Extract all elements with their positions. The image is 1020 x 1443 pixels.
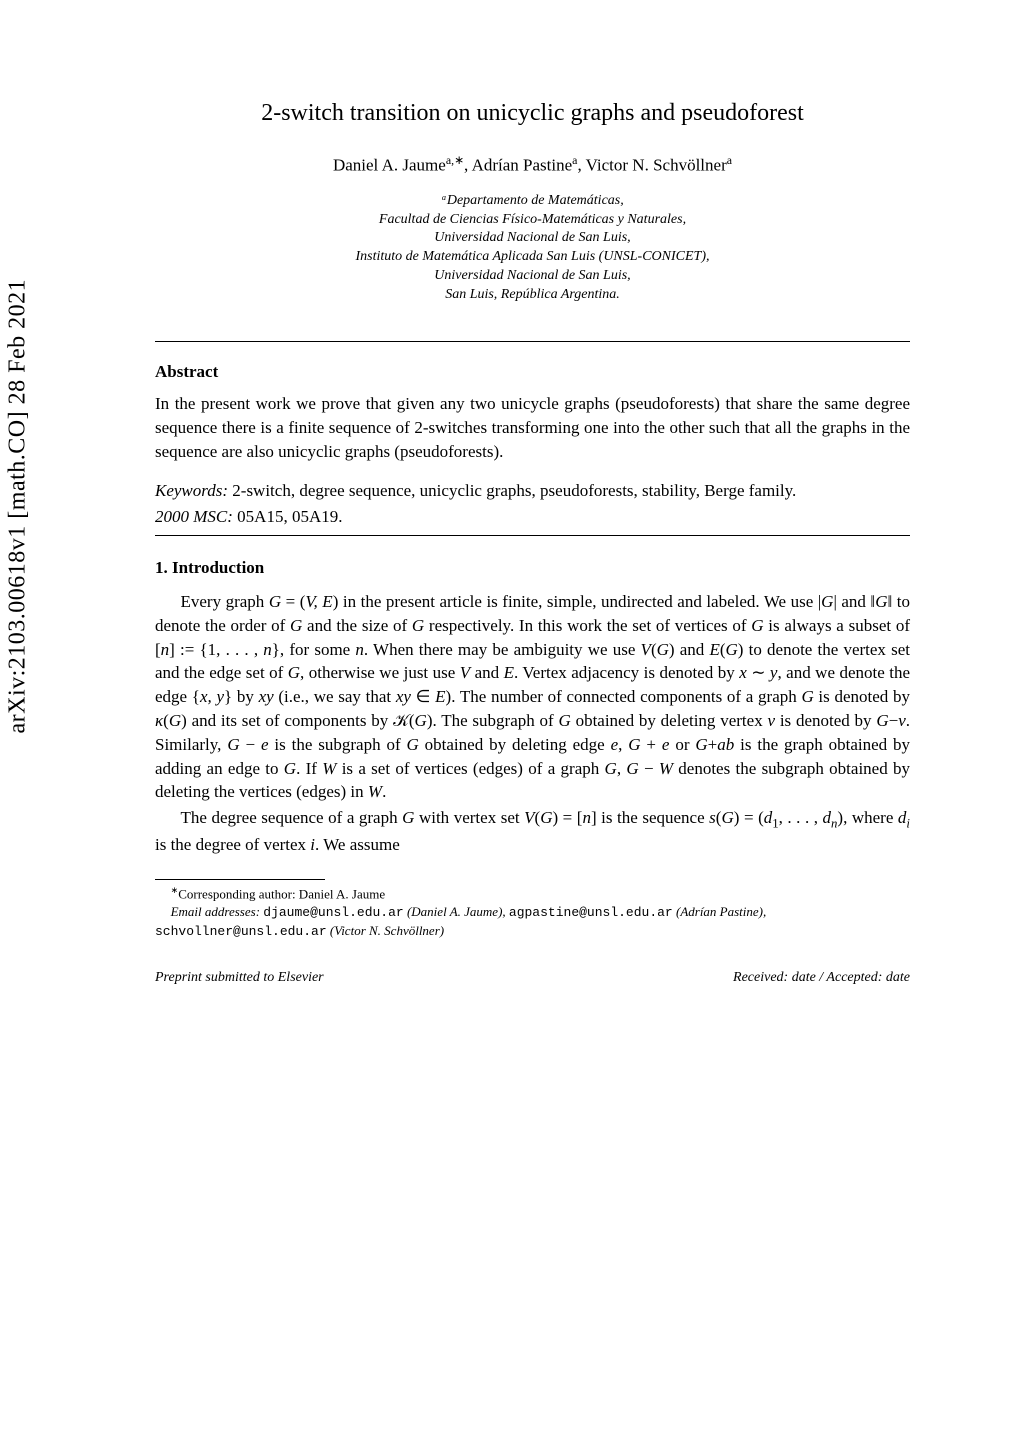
footnote-rule <box>155 879 325 880</box>
affiliation-line: Universidad Nacional de San Luis, <box>155 267 910 286</box>
msc-text: 05A15, 05A19. <box>237 507 342 526</box>
author-line: Daniel A. Jaumea,∗, Adrían Pastinea, Vic… <box>155 153 910 176</box>
keywords-label: Keywords: <box>155 481 228 500</box>
body-paragraph: The degree sequence of a graph G with ve… <box>155 806 910 857</box>
paper-title: 2-switch transition on unicyclic graphs … <box>155 100 910 127</box>
msc-label: 2000 MSC: <box>155 507 233 526</box>
affiliation-line: Facultad de Ciencias Físico-Matemáticas … <box>155 211 910 230</box>
footer: Preprint submitted to Elsevier Received:… <box>155 970 910 986</box>
abstract-top-rule <box>155 341 910 342</box>
abstract-heading: Abstract <box>155 362 910 382</box>
affiliation-line: Instituto de Matemática Aplicada San Lui… <box>155 248 910 267</box>
footnote-emails: Email addresses: djaume@unsl.edu.ar (Dan… <box>155 903 910 940</box>
keywords-text: 2-switch, degree sequence, unicyclic gra… <box>232 481 796 500</box>
affiliation-line: ᵃDepartamento de Matemáticas, <box>155 192 910 211</box>
body-paragraph: Every graph G = (V, E) in the present ar… <box>155 590 910 804</box>
abstract-bottom-rule <box>155 535 910 536</box>
keywords-line: Keywords: 2-switch, degree sequence, uni… <box>155 479 910 503</box>
affiliation-line: Universidad Nacional de San Luis, <box>155 229 910 248</box>
footer-right: Received: date / Accepted: date <box>733 970 910 986</box>
footnote-corresponding: ∗Corresponding author: Daniel A. Jaume <box>155 884 910 903</box>
affiliation-line: San Luis, República Argentina. <box>155 286 910 305</box>
footer-left: Preprint submitted to Elsevier <box>155 970 324 986</box>
affiliation-block: ᵃDepartamento de Matemáticas, Facultad d… <box>155 192 910 305</box>
page-content: 2-switch transition on unicyclic graphs … <box>155 0 910 986</box>
section-heading: 1. Introduction <box>155 558 910 578</box>
arxiv-stamp: arXiv:2103.00618v1 [math.CO] 28 Feb 2021 <box>5 279 32 734</box>
abstract-text: In the present work we prove that given … <box>155 392 910 463</box>
msc-line: 2000 MSC: 05A15, 05A19. <box>155 505 910 529</box>
